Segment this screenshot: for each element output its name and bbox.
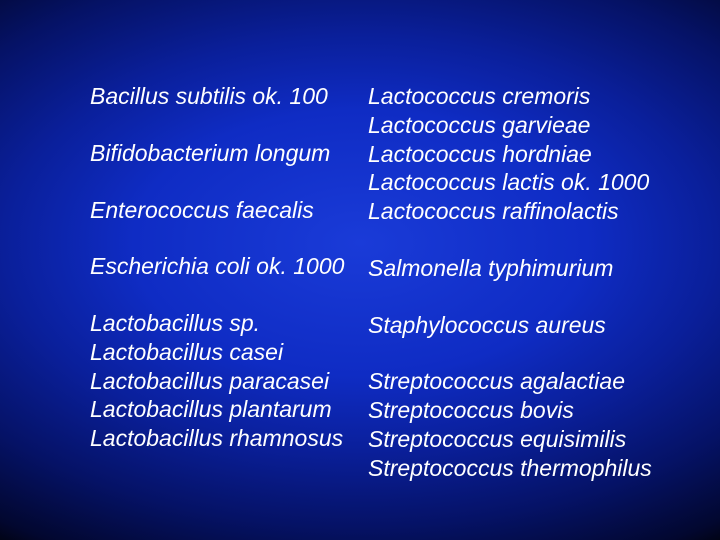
spacer [90, 168, 350, 196]
spacer [90, 224, 350, 252]
list-item: Lactobacillus rhamnosus [90, 424, 350, 453]
list-item: Lactobacillus sp. [90, 309, 350, 338]
list-item: Lactococcus raffinolactis [368, 197, 680, 226]
left-column: Bacillus subtilis ok. 100 Bifidobacteriu… [90, 82, 350, 482]
list-item: Bifidobacterium longum [90, 139, 350, 168]
list-item: Lactococcus cremoris [368, 82, 680, 111]
list-item: Lactococcus hordniae [368, 140, 680, 169]
list-item: Bacillus subtilis ok. 100 [90, 82, 350, 111]
content-area: Bacillus subtilis ok. 100 Bifidobacteriu… [90, 82, 680, 482]
list-item: Escherichia coli ok. 1000 [90, 252, 350, 281]
spacer [90, 281, 350, 309]
spacer [368, 339, 680, 367]
spacer [368, 226, 680, 254]
list-item: Enterococcus faecalis [90, 196, 350, 225]
list-item: Streptococcus equisimilis [368, 425, 680, 454]
spacer [90, 111, 350, 139]
slide: Bacillus subtilis ok. 100 Bifidobacteriu… [0, 0, 720, 540]
list-item: Lactococcus garvieae [368, 111, 680, 140]
spacer [368, 283, 680, 311]
list-item: Lactococcus lactis ok. 1000 [368, 168, 680, 197]
list-item: Streptococcus bovis [368, 396, 680, 425]
list-item: Lactobacillus casei [90, 338, 350, 367]
list-item: Salmonella typhimurium [368, 254, 680, 283]
right-column: Lactococcus cremoris Lactococcus garviea… [368, 82, 680, 482]
list-item: Staphylococcus aureus [368, 311, 680, 340]
list-item: Lactobacillus plantarum [90, 395, 350, 424]
list-item: Lactobacillus paracasei [90, 367, 350, 396]
list-item: Streptococcus agalactiae [368, 367, 680, 396]
list-item: Streptococcus thermophilus [368, 454, 680, 483]
